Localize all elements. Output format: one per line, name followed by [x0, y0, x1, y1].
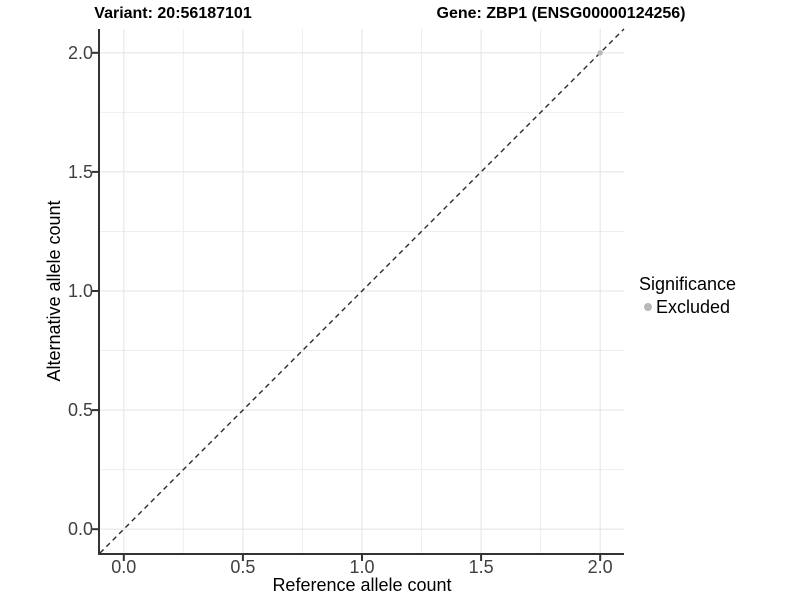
plot-title-gene: Gene: ZBP1 (ENSG00000124256): [436, 5, 686, 22]
identity-dashed-line: [99, 28, 625, 554]
y-tick-label: 0.5: [67, 400, 93, 421]
x-tick-label: 2.0: [587, 557, 613, 577]
legend-key: [639, 303, 656, 311]
x-tick-label: 0.5: [230, 557, 256, 577]
y-tick-label: 2.0: [67, 42, 93, 63]
y-tick-label: 0.0: [67, 519, 93, 540]
legend: Significance Excluded: [639, 273, 736, 318]
x-tick-label: 1.5: [468, 557, 494, 577]
plot-title-variant: Variant: 20:56187101: [94, 5, 252, 22]
y-axis-title: Alternative allele count: [44, 200, 64, 382]
y-tick-label: 1.0: [67, 281, 93, 301]
excluded-point-icon: [643, 303, 652, 311]
x-tick-label: 1.0: [349, 557, 375, 577]
x-tick-label: 0.0: [111, 557, 137, 577]
legend-title: Significance: [639, 274, 737, 294]
data-point-excluded: [597, 50, 603, 56]
legend-item-label: Excluded: [656, 296, 731, 317]
y-tick-label: 1.5: [67, 161, 93, 182]
x-axis-title: Reference allele count: [272, 575, 452, 595]
legend-item-excluded: Excluded: [639, 296, 736, 318]
